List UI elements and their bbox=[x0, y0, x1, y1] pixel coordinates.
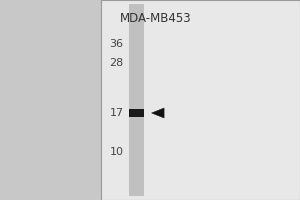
Text: 36: 36 bbox=[110, 39, 124, 49]
Text: 28: 28 bbox=[110, 58, 124, 68]
Bar bbox=[129, 4, 144, 196]
Text: MDA-MB453: MDA-MB453 bbox=[120, 12, 192, 25]
Bar bbox=[129, 109, 144, 117]
Polygon shape bbox=[152, 108, 164, 118]
Text: 10: 10 bbox=[110, 147, 124, 157]
Bar bbox=[100, 0, 300, 200]
Text: 17: 17 bbox=[110, 108, 124, 118]
